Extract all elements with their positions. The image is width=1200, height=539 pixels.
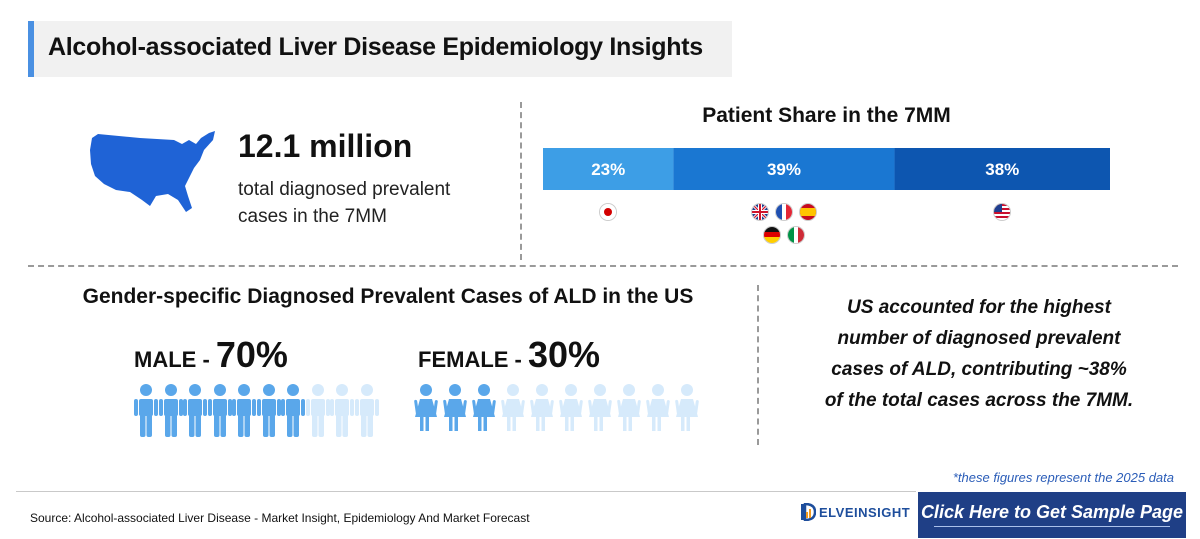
- logo-mark-icon: [801, 503, 816, 521]
- headline-value: 12.1 million: [238, 128, 413, 164]
- male-person-icon: [206, 383, 232, 444]
- male-person-icon: [181, 383, 207, 444]
- gender-chart-title: Gender-specific Diagnosed Prevalent Case…: [82, 285, 694, 308]
- male-person-icon: [157, 383, 183, 444]
- flag-us-icon: [994, 204, 1011, 220]
- sample-page-button-label: Click Here to Get Sample Page: [920, 502, 1184, 522]
- male-person-icon: [353, 383, 379, 444]
- share-chart-title: Patient Share in the 7MM: [702, 104, 951, 127]
- flag-de-icon: [763, 227, 780, 243]
- female-person-icon: [644, 383, 673, 444]
- female-person-icon: [615, 383, 644, 444]
- female-percent: 30%: [528, 334, 601, 375]
- flag-it-icon: [787, 227, 804, 243]
- divider-horizontal: [28, 265, 1178, 267]
- share-bar-segment: [543, 148, 674, 190]
- male-label-text: MALE -: [134, 347, 216, 372]
- male-percent: 70%: [215, 334, 288, 375]
- sample-page-button[interactable]: Click Here to Get Sample Page: [918, 492, 1186, 538]
- female-person-icon: [412, 383, 441, 444]
- footer-divider: [16, 491, 916, 492]
- female-person-icon: [441, 383, 470, 444]
- delveinsight-logo[interactable]: ELVEINSIGHT: [800, 503, 910, 521]
- female-person-icon: [470, 383, 499, 444]
- page-title: Alcohol-associated Liver Disease Epidemi…: [48, 33, 703, 61]
- button-underline: [934, 526, 1170, 527]
- male-person-icon: [279, 383, 305, 444]
- female-person-icon: [557, 383, 586, 444]
- male-label: MALE - 70%: [134, 334, 288, 376]
- insight-line: of the total cases across the 7MM.: [824, 390, 1134, 411]
- male-person-icon: [132, 383, 158, 444]
- divider-vertical-top: [520, 102, 522, 260]
- share-bar-segment: [673, 148, 895, 190]
- flag-fr-icon: [775, 204, 792, 220]
- insight-line: US accounted for the highest: [847, 297, 1111, 318]
- female-person-icon: [528, 383, 557, 444]
- title-banner: Alcohol-associated Liver Disease Epidemi…: [28, 21, 732, 77]
- share-bar-label: 23%: [591, 160, 625, 179]
- female-label-text: FEMALE -: [418, 347, 528, 372]
- share-bar-segment: [894, 148, 1110, 190]
- us-map-icon: [90, 131, 215, 212]
- female-icon-row: [412, 383, 702, 444]
- insight-line: cases of ALD, contributing ~38%: [831, 359, 1127, 380]
- source-text: Source: Alcohol-associated Liver Disease…: [30, 511, 530, 525]
- male-person-icon: [304, 383, 330, 444]
- female-person-icon: [673, 383, 702, 444]
- male-person-icon: [328, 383, 354, 444]
- insight-line: number of diagnosed prevalent: [837, 328, 1121, 349]
- flag-jp-icon: [600, 204, 617, 220]
- insight-text: US accounted for the highest number of d…: [770, 292, 1188, 416]
- female-person-icon: [499, 383, 528, 444]
- male-icon-row: [132, 383, 379, 444]
- headline-description: total diagnosed prevalent cases in the 7…: [238, 179, 451, 227]
- logo-text: ELVEINSIGHT: [819, 504, 911, 520]
- male-person-icon: [230, 383, 256, 444]
- patient-share-chart: 23% 39% 38%: [543, 148, 1110, 190]
- female-label: FEMALE - 30%: [418, 334, 600, 376]
- male-person-icon: [255, 383, 281, 444]
- divider-vertical-bottom: [757, 285, 759, 445]
- female-person-icon: [586, 383, 615, 444]
- data-year-note: *these figures represent the 2025 data: [952, 470, 1174, 485]
- share-bar-label: 38%: [985, 160, 1019, 179]
- flag-es-icon: [799, 204, 816, 220]
- flag-gb-icon: [751, 204, 768, 220]
- share-bar-label: 39%: [767, 160, 801, 179]
